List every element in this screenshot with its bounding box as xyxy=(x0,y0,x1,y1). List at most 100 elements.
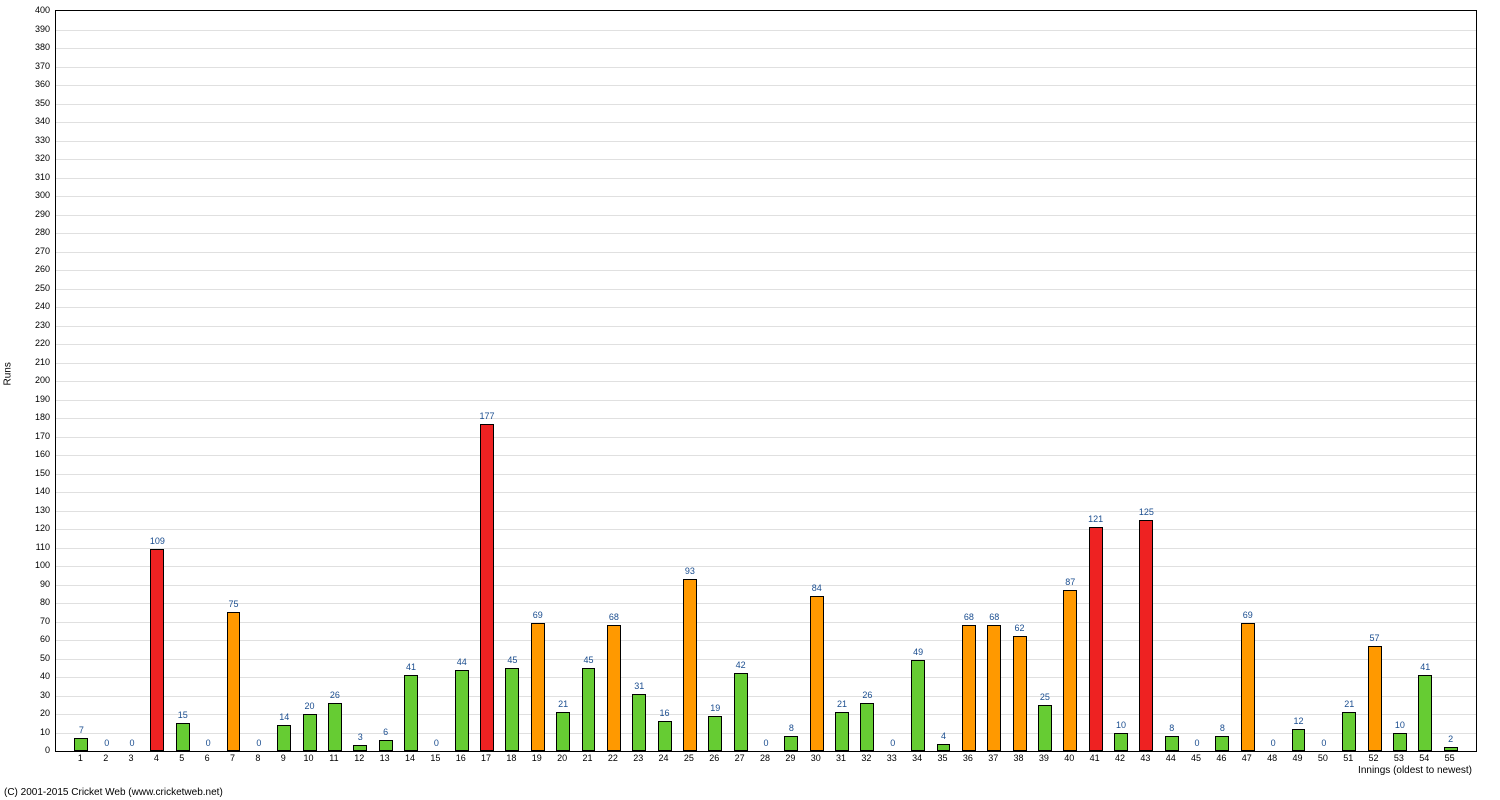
y-tick-label: 170 xyxy=(10,431,50,441)
bar xyxy=(1342,712,1356,751)
x-tick-label: 18 xyxy=(506,753,516,763)
x-tick-label: 9 xyxy=(281,753,286,763)
grid-line xyxy=(56,511,1476,512)
y-tick-label: 70 xyxy=(10,616,50,626)
bar xyxy=(150,549,164,751)
bar xyxy=(582,668,596,751)
bar xyxy=(860,703,874,751)
x-tick-label: 26 xyxy=(709,753,719,763)
y-tick-label: 210 xyxy=(10,357,50,367)
y-tick-label: 140 xyxy=(10,486,50,496)
y-tick-label: 30 xyxy=(10,690,50,700)
y-tick-label: 60 xyxy=(10,634,50,644)
bar-value-label: 7 xyxy=(79,725,84,735)
copyright-text: (C) 2001-2015 Cricket Web (www.cricketwe… xyxy=(4,787,223,798)
y-tick-label: 380 xyxy=(10,42,50,52)
x-tick-label: 31 xyxy=(836,753,846,763)
bar-value-label: 14 xyxy=(279,712,289,722)
bar-value-label: 87 xyxy=(1065,577,1075,587)
grid-line xyxy=(56,437,1476,438)
grid-line xyxy=(56,104,1476,105)
y-tick-label: 130 xyxy=(10,505,50,515)
bar-value-label: 25 xyxy=(1040,692,1050,702)
y-tick-label: 190 xyxy=(10,394,50,404)
y-tick-label: 10 xyxy=(10,727,50,737)
bar-value-label: 12 xyxy=(1293,716,1303,726)
x-tick-label: 42 xyxy=(1115,753,1125,763)
bar-value-label: 0 xyxy=(1195,738,1200,748)
x-tick-label: 21 xyxy=(582,753,592,763)
bar-value-label: 21 xyxy=(558,699,568,709)
x-tick-label: 45 xyxy=(1191,753,1201,763)
x-tick-label: 25 xyxy=(684,753,694,763)
grid-line xyxy=(56,714,1476,715)
x-tick-label: 29 xyxy=(785,753,795,763)
bar xyxy=(708,716,722,751)
bar xyxy=(784,736,798,751)
x-tick-label: 16 xyxy=(456,753,466,763)
x-tick-label: 6 xyxy=(205,753,210,763)
y-tick-label: 230 xyxy=(10,320,50,330)
grid-line xyxy=(56,659,1476,660)
y-tick-label: 310 xyxy=(10,172,50,182)
bar xyxy=(1241,623,1255,751)
bar xyxy=(1038,705,1052,751)
y-tick-label: 340 xyxy=(10,116,50,126)
bar-value-label: 0 xyxy=(130,738,135,748)
x-tick-label: 43 xyxy=(1140,753,1150,763)
bar-value-label: 45 xyxy=(583,655,593,665)
bar xyxy=(480,424,494,751)
x-tick-label: 52 xyxy=(1369,753,1379,763)
grid-line xyxy=(56,400,1476,401)
x-tick-label: 39 xyxy=(1039,753,1049,763)
bar xyxy=(607,625,621,751)
bar xyxy=(1292,729,1306,751)
x-tick-label: 35 xyxy=(937,753,947,763)
x-tick-label: 3 xyxy=(129,753,134,763)
x-tick-label: 50 xyxy=(1318,753,1328,763)
bar xyxy=(734,673,748,751)
bar xyxy=(277,725,291,751)
grid-line xyxy=(56,48,1476,49)
bar-value-label: 8 xyxy=(789,723,794,733)
bar xyxy=(1139,520,1153,751)
bar-value-label: 0 xyxy=(434,738,439,748)
grid-line xyxy=(56,492,1476,493)
bar xyxy=(962,625,976,751)
x-tick-label: 4 xyxy=(154,753,159,763)
bar-value-label: 68 xyxy=(989,612,999,622)
grid-line xyxy=(56,548,1476,549)
bar xyxy=(505,668,519,751)
grid-line xyxy=(56,159,1476,160)
bar-value-label: 20 xyxy=(305,701,315,711)
bar-value-label: 31 xyxy=(634,681,644,691)
bar xyxy=(683,579,697,751)
bar-value-label: 41 xyxy=(1420,662,1430,672)
x-tick-label: 5 xyxy=(179,753,184,763)
bar xyxy=(1215,736,1229,751)
x-tick-label: 55 xyxy=(1445,753,1455,763)
grid-line xyxy=(56,307,1476,308)
y-tick-label: 200 xyxy=(10,375,50,385)
x-tick-label: 7 xyxy=(230,753,235,763)
x-tick-label: 40 xyxy=(1064,753,1074,763)
x-tick-label: 19 xyxy=(532,753,542,763)
grid-line xyxy=(56,381,1476,382)
bar-value-label: 177 xyxy=(480,411,495,421)
y-tick-label: 80 xyxy=(10,597,50,607)
y-tick-label: 300 xyxy=(10,190,50,200)
bar xyxy=(303,714,317,751)
grid-line xyxy=(56,585,1476,586)
bar xyxy=(658,721,672,751)
bar-value-label: 0 xyxy=(763,738,768,748)
grid-line xyxy=(56,622,1476,623)
y-tick-label: 50 xyxy=(10,653,50,663)
bar-value-label: 49 xyxy=(913,647,923,657)
bar xyxy=(632,694,646,751)
bar-value-label: 41 xyxy=(406,662,416,672)
grid-line xyxy=(56,326,1476,327)
bar xyxy=(1089,527,1103,751)
y-tick-label: 110 xyxy=(10,542,50,552)
bar xyxy=(1444,747,1458,751)
bar-value-label: 0 xyxy=(256,738,261,748)
